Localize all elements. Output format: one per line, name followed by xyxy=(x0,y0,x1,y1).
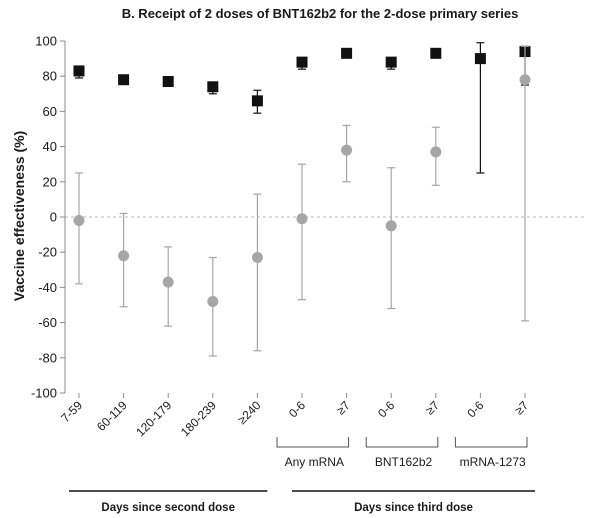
data-point-circle xyxy=(296,213,308,225)
group-label: mRNA-1273 xyxy=(460,455,526,469)
data-point-circle xyxy=(207,295,219,307)
group-bracket xyxy=(365,437,439,448)
data-point-circle xyxy=(162,276,174,288)
x-tick-label: 0-6 xyxy=(375,398,397,420)
data-point-square xyxy=(296,56,308,68)
y-tick-label: 0 xyxy=(50,210,57,225)
data-point-circle xyxy=(430,146,442,158)
section-label: Days since second dose xyxy=(101,502,235,514)
section-label: Days since third dose xyxy=(354,502,473,514)
group-label: Any mRNA xyxy=(285,455,344,469)
group-label: BNT162b2 xyxy=(375,455,433,469)
y-axis-label: Vaccine effectiveness (%) xyxy=(11,131,27,301)
y-tick-label: -100 xyxy=(31,386,57,401)
y-tick-label: 80 xyxy=(43,69,57,84)
x-tick-label: 120-179 xyxy=(133,398,174,439)
x-tick-label: 180-239 xyxy=(178,398,219,439)
y-tick-label: -80 xyxy=(38,350,57,365)
x-tick-label: 0-6 xyxy=(464,398,486,420)
data-point-circle xyxy=(341,144,353,156)
x-tick-label: ≥7 xyxy=(333,398,353,418)
data-point-circle xyxy=(251,251,263,263)
y-tick-label: 20 xyxy=(43,174,57,189)
data-point-circle xyxy=(519,74,531,86)
data-point-circle xyxy=(385,220,397,232)
x-tick-label: ≥240 xyxy=(235,398,264,427)
chart-title: B. Receipt of 2 doses of BNT162b2 for th… xyxy=(122,6,519,21)
x-tick-label: 0-6 xyxy=(286,398,308,420)
data-point-square xyxy=(430,47,442,59)
data-point-square xyxy=(251,95,263,107)
y-tick-label: 40 xyxy=(43,139,57,154)
data-point-square xyxy=(474,53,486,65)
data-point-circle xyxy=(118,250,130,262)
x-tick-label: ≥7 xyxy=(512,398,532,418)
y-tick-label: -20 xyxy=(38,245,57,260)
data-point-square xyxy=(118,74,130,86)
data-point-square xyxy=(73,65,85,77)
data-point-square xyxy=(385,56,397,68)
x-tick-label: ≥7 xyxy=(423,398,443,418)
data-point-square xyxy=(162,75,174,87)
y-tick-label: 60 xyxy=(43,104,57,119)
y-tick-label: -40 xyxy=(38,280,57,295)
x-tick-label: 7-59 xyxy=(58,398,85,425)
data-point-circle xyxy=(73,215,85,227)
group-bracket xyxy=(454,437,528,448)
group-bracket xyxy=(276,437,350,448)
data-point-square xyxy=(341,47,353,59)
y-tick-label: -60 xyxy=(38,315,57,330)
data-point-square xyxy=(207,81,219,93)
x-tick-label: 60-119 xyxy=(94,398,130,434)
y-tick-label: 100 xyxy=(35,34,57,49)
